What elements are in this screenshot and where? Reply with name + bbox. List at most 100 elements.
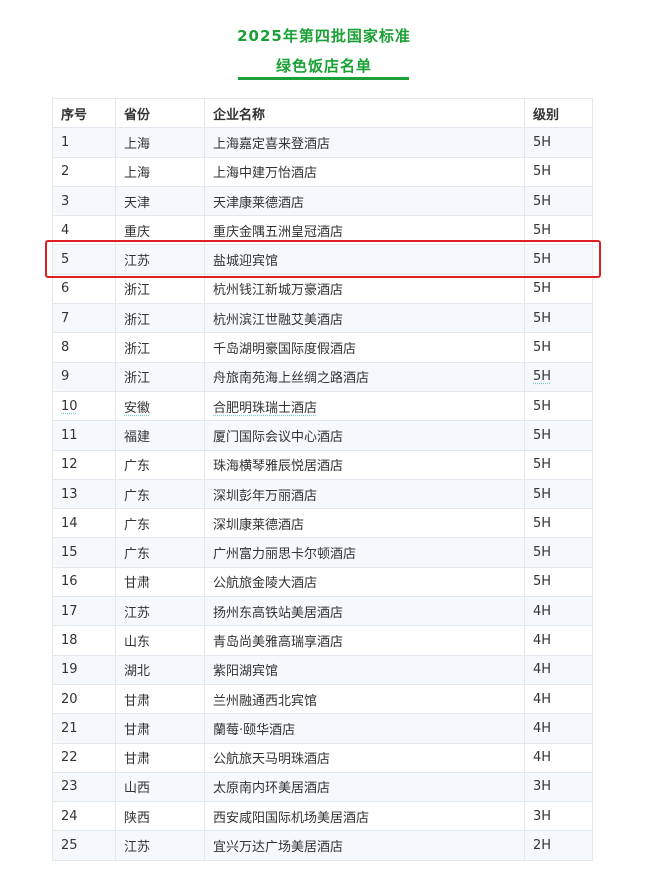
cell-province: 山东	[115, 625, 205, 656]
cell-province: 甘肃	[115, 742, 205, 773]
cell-level: 5H	[524, 390, 593, 422]
cell-province: 安徽	[115, 390, 205, 422]
cell-company: 深圳康莱德酒店	[204, 508, 525, 539]
cell-index: 25	[52, 830, 116, 861]
table-row: 24 陕西 西安咸阳国际机场美居酒店 3H	[52, 801, 593, 832]
cell-company: 蘭莓·颐华酒店	[204, 713, 525, 744]
cell-company: 兰州融通西北宾馆	[204, 683, 525, 715]
table-row: 20 甘肃 兰州融通西北宾馆 4H	[52, 683, 593, 715]
header-province: 省份	[115, 97, 205, 129]
title-line-1: 2025年第四批国家标准	[237, 27, 411, 45]
table-row: 11 福建 厦门国际会议中心酒店 5H	[52, 420, 593, 451]
cell-index: 10	[52, 390, 116, 422]
cell-province: 江苏	[115, 596, 205, 627]
cell-province: 甘肃	[115, 566, 205, 598]
cell-company: 广州富力丽思卡尔顿酒店	[204, 537, 525, 568]
cell-province: 上海	[115, 127, 205, 158]
cell-company: 杭州滨江世融艾美酒店	[204, 303, 525, 334]
cell-company: 上海中建万怡酒店	[204, 156, 525, 187]
cell-company: 合肥明珠瑞士酒店	[204, 390, 525, 422]
table-row: 12 广东 珠海横琴雅辰悦居酒店 5H	[52, 449, 593, 480]
cell-level: 5H	[524, 273, 593, 305]
table-row: 2 上海 上海中建万怡酒店 5H	[52, 156, 593, 187]
cell-index: 23	[52, 771, 116, 803]
cell-level: 5H	[524, 420, 593, 451]
cell-province: 甘肃	[115, 683, 205, 715]
cell-company: 公航旅金陵大酒店	[204, 566, 525, 598]
cell-province: 天津	[115, 185, 205, 217]
green-hotel-table: 序号 省份 企业名称 级别 1 上海 上海嘉定喜来登酒店 5H 2 上海 上海中建万怡酒店 5…	[52, 97, 593, 861]
cell-company: 上海嘉定喜来登酒店	[204, 127, 525, 158]
cell-company: 西安咸阳国际机场美居酒店	[204, 801, 525, 832]
table-row: 14 广东 深圳康莱德酒店 5H	[52, 508, 593, 539]
cell-company: 厦门国际会议中心酒店	[204, 420, 525, 451]
cell-index: 12	[52, 449, 116, 480]
cell-index: 24	[52, 801, 116, 832]
cell-company: 深圳彭年万丽酒店	[204, 478, 525, 510]
cell-level: 5H	[524, 215, 593, 246]
cell-level: 4H	[524, 683, 593, 715]
cell-index: 11	[52, 420, 116, 451]
cell-level: 5H	[524, 566, 593, 598]
title-line-2: 绿色饭店名单	[275, 57, 372, 75]
cell-province: 浙江	[115, 273, 205, 305]
cell-company: 珠海横琴雅辰悦居酒店	[204, 449, 525, 480]
cell-province: 上海	[115, 156, 205, 187]
cell-company: 公航旅天马明珠酒店	[204, 742, 525, 773]
table-row: 8 浙江 千岛湖明豪国际度假酒店 5H	[52, 332, 593, 363]
cell-level: 4H	[524, 625, 593, 656]
table-row: 7 浙江 杭州滨江世融艾美酒店 5H	[52, 303, 593, 334]
underlined-text: 合肥明珠瑞士酒店	[213, 400, 318, 416]
cell-index: 8	[52, 332, 116, 363]
cell-index: 3	[52, 185, 116, 217]
table-header-row: 序号 省份 企业名称 级别	[52, 97, 593, 129]
table-row: 22 甘肃 公航旅天马明珠酒店 4H	[52, 742, 593, 773]
cell-company: 太原南内环美居酒店	[204, 771, 525, 803]
cell-province: 江苏	[115, 244, 205, 275]
cell-province: 浙江	[115, 303, 205, 334]
cell-company: 天津康莱德酒店	[204, 185, 525, 217]
table-row: 9 浙江 舟旅南苑海上丝绸之路酒店 5H	[52, 361, 593, 392]
cell-index: 16	[52, 566, 116, 598]
cell-province: 广东	[115, 508, 205, 539]
cell-province: 广东	[115, 537, 205, 568]
cell-index: 22	[52, 742, 116, 773]
table-row: 4 重庆 重庆金隅五洲皇冠酒店 5H	[52, 215, 593, 246]
cell-level: 3H	[524, 771, 593, 803]
cell-level: 5H	[524, 303, 593, 334]
table-row: 5 江苏 盐城迎宾馆 5H	[52, 244, 593, 275]
cell-company: 宜兴万达广场美居酒店	[204, 830, 525, 861]
cell-company: 杭州钱江新城万豪酒店	[204, 273, 525, 305]
cell-index: 5	[52, 244, 116, 275]
cell-index: 6	[52, 273, 116, 305]
table-row: 10 安徽 合肥明珠瑞士酒店 5H	[52, 390, 593, 422]
cell-company: 盐城迎宾馆	[204, 244, 525, 275]
cell-index: 1	[52, 127, 116, 158]
cell-index: 13	[52, 478, 116, 510]
table-row: 19 湖北 紫阳湖宾馆 4H	[52, 654, 593, 685]
cell-province: 福建	[115, 420, 205, 451]
cell-index: 18	[52, 625, 116, 656]
table-row: 17 江苏 扬州东高铁站美居酒店 4H	[52, 596, 593, 627]
cell-province: 广东	[115, 478, 205, 510]
cell-level: 4H	[524, 654, 593, 685]
cell-index: 9	[52, 361, 116, 392]
cell-index: 2	[52, 156, 116, 187]
cell-index: 20	[52, 683, 116, 715]
cell-company: 舟旅南苑海上丝绸之路酒店	[204, 361, 525, 392]
table-row: 23 山西 太原南内环美居酒店 3H	[52, 771, 593, 803]
cell-company: 扬州东高铁站美居酒店	[204, 596, 525, 627]
table-row: 21 甘肃 蘭莓·颐华酒店 4H	[52, 713, 593, 744]
cell-index: 14	[52, 508, 116, 539]
table-row: 6 浙江 杭州钱江新城万豪酒店 5H	[52, 273, 593, 305]
table-row: 18 山东 青岛尚美雅高瑞享酒店 4H	[52, 625, 593, 656]
underlined-text: 10	[61, 398, 78, 414]
cell-province: 江苏	[115, 830, 205, 861]
cell-province: 广东	[115, 449, 205, 480]
cell-level: 5H	[524, 449, 593, 480]
cell-level: 5H	[524, 361, 593, 392]
underlined-text: 5H	[533, 369, 552, 385]
cell-index: 21	[52, 713, 116, 744]
header-index: 序号	[52, 97, 116, 129]
cell-level: 5H	[524, 478, 593, 510]
